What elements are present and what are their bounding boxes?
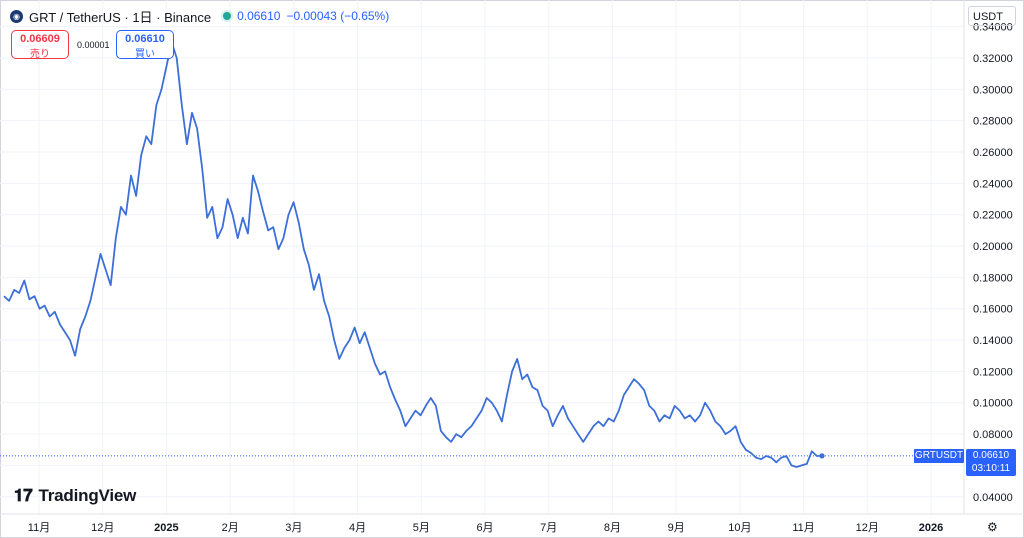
- y-tick-label: 0.10000: [973, 398, 1013, 410]
- y-tick-label: 0.22000: [973, 210, 1013, 222]
- y-tick-label: 0.30000: [973, 84, 1013, 96]
- last-price-value: 0.06610: [237, 9, 281, 23]
- y-tick-label: 0.34000: [973, 22, 1013, 34]
- symbol-price-tag: GRTUSDT: [914, 449, 964, 463]
- x-tick-label: 3月: [285, 522, 302, 534]
- y-tick-label: 0.16000: [973, 304, 1013, 316]
- tradingview-logo-text: TradingView: [38, 486, 137, 505]
- market-open-icon: [223, 12, 232, 20]
- grt-logo-icon: ◉: [10, 9, 23, 23]
- x-tick-label: 10月: [728, 522, 751, 534]
- x-tick-label: 8月: [604, 522, 621, 534]
- y-tick-label: 0.04000: [973, 492, 1013, 504]
- current-price-label: 0.06610: [972, 450, 1010, 461]
- x-tick-label: 2026: [919, 522, 943, 534]
- spread-value: 0.00001: [77, 40, 110, 50]
- currency-button[interactable]: USDT: [968, 6, 1016, 26]
- y-tick-label: 0.08000: [973, 429, 1013, 441]
- sell-price: 0.06609: [20, 33, 60, 45]
- buy-price: 0.06610: [125, 33, 165, 45]
- y-tick-label: 0.28000: [973, 116, 1013, 128]
- y-tick-label: 0.26000: [973, 147, 1013, 159]
- buy-label: 買い: [135, 49, 155, 60]
- y-tick-label: 0.12000: [973, 366, 1013, 378]
- x-tick-label: 7月: [540, 522, 557, 534]
- candle-countdown: 03:10:11: [971, 463, 1011, 474]
- x-tick-label: 5月: [413, 522, 430, 534]
- chart-header: ◉ GRT / TetherUS · 1日 · Binance 0.06610 …: [10, 7, 389, 25]
- x-tick-label: 6月: [476, 522, 493, 534]
- tradingview-logo[interactable]: 𝟏𝟕 TradingView: [14, 486, 136, 506]
- x-tick-label: 12月: [91, 522, 114, 534]
- y-tick-label: 0.32000: [973, 53, 1013, 65]
- currency-button-label: USDT: [973, 11, 1003, 23]
- y-tick-label: 0.20000: [973, 241, 1013, 253]
- sell-button[interactable]: 0.06609 売り: [11, 30, 69, 60]
- settings-icon[interactable]: ⚙: [987, 520, 998, 534]
- y-tick-label: 0.14000: [973, 335, 1013, 347]
- y-tick-label: 0.24000: [973, 178, 1013, 190]
- tradingview-logo-icon: 𝟏𝟕: [14, 486, 33, 505]
- buy-button[interactable]: 0.06610 買い: [116, 30, 174, 60]
- x-tick-label: 11月: [792, 522, 814, 534]
- last-price-dot: [819, 453, 825, 459]
- sell-label: 売り: [30, 49, 50, 60]
- current-price-tag: 0.06610 03:10:11: [966, 449, 1016, 476]
- x-tick-label: 4月: [349, 522, 366, 534]
- x-tick-label: 12月: [856, 522, 879, 534]
- price-series-line: [3, 41, 823, 468]
- x-tick-label: 9月: [668, 522, 685, 534]
- symbol-title[interactable]: GRT / TetherUS · 1日 · Binance: [29, 9, 212, 25]
- x-tick-label: 11月: [28, 522, 50, 534]
- x-tick-label: 2月: [222, 522, 239, 534]
- y-tick-label: 0.18000: [973, 272, 1013, 284]
- x-tick-label: 2025: [154, 522, 178, 534]
- price-change-value: −0.00043 (−0.65%): [286, 9, 390, 23]
